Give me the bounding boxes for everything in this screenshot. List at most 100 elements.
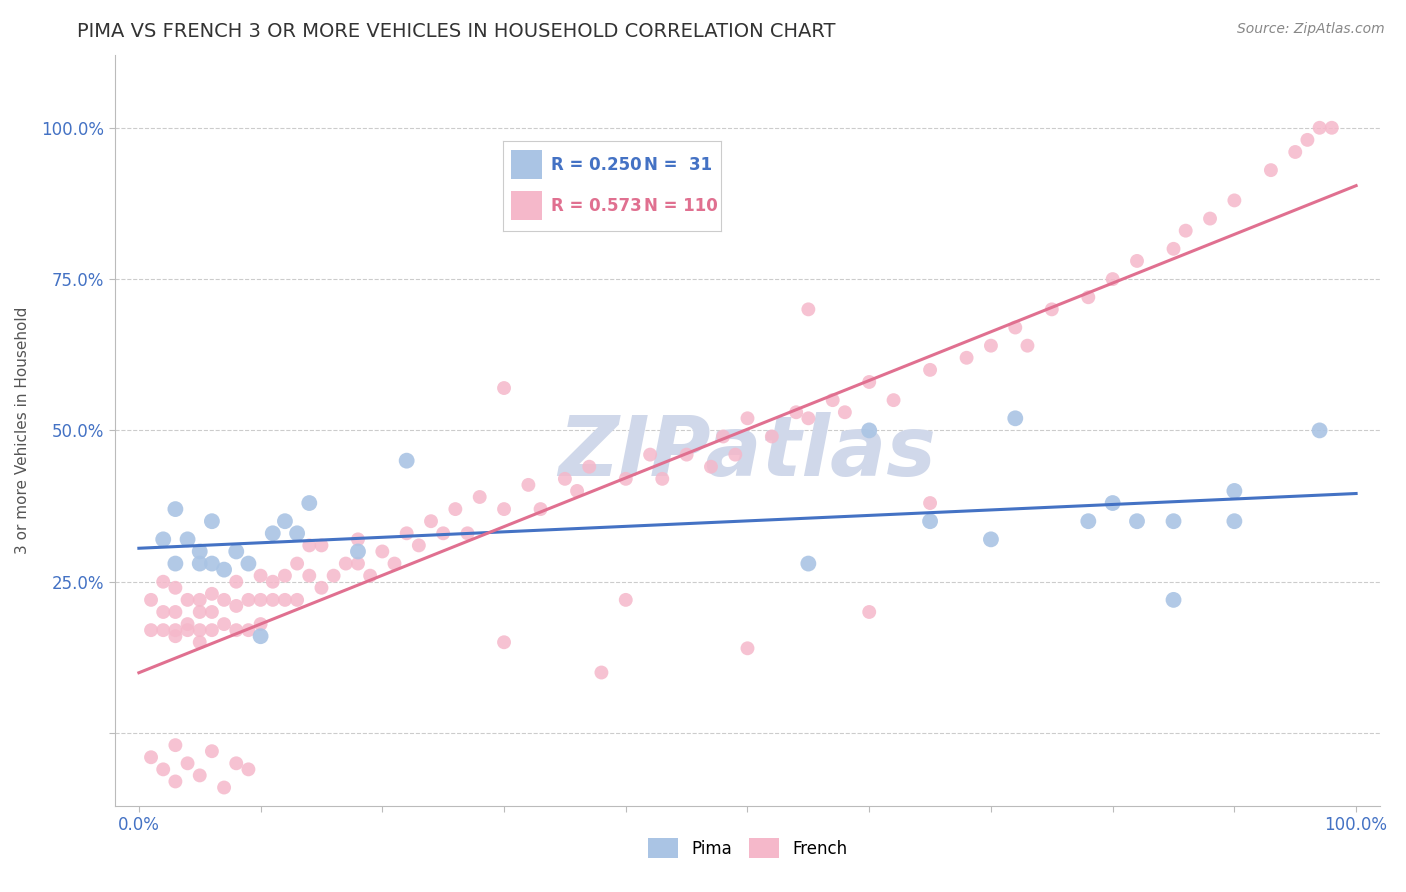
Point xyxy=(165,774,187,789)
Point xyxy=(1077,290,1099,304)
Point xyxy=(955,351,977,365)
Point xyxy=(249,568,271,582)
Point xyxy=(711,429,734,443)
Point xyxy=(139,593,162,607)
Point xyxy=(1163,593,1185,607)
Point xyxy=(188,557,211,571)
Point xyxy=(212,617,235,632)
Point xyxy=(347,557,370,571)
Point xyxy=(201,514,224,528)
Point xyxy=(468,490,491,504)
Point xyxy=(165,629,187,643)
Point xyxy=(1017,339,1039,353)
Point xyxy=(212,780,235,795)
Point xyxy=(651,472,673,486)
Point xyxy=(797,302,820,317)
Point xyxy=(359,568,381,582)
Point xyxy=(1163,514,1185,528)
Point xyxy=(821,393,844,408)
Text: ZIPatlas: ZIPatlas xyxy=(558,412,936,493)
Point xyxy=(176,623,198,637)
Point xyxy=(225,544,247,558)
Point xyxy=(737,411,759,425)
Point xyxy=(238,557,260,571)
Point xyxy=(212,593,235,607)
Point xyxy=(797,411,820,425)
Point xyxy=(1223,514,1246,528)
Point xyxy=(225,574,247,589)
Point xyxy=(311,581,333,595)
Point xyxy=(638,448,661,462)
Point xyxy=(920,496,942,510)
Point xyxy=(201,557,224,571)
Point xyxy=(188,635,211,649)
Point xyxy=(858,605,880,619)
Point xyxy=(578,459,600,474)
Point xyxy=(201,605,224,619)
Point xyxy=(1101,272,1123,286)
Point xyxy=(444,502,467,516)
Text: R = 0.250: R = 0.250 xyxy=(551,155,641,174)
Point xyxy=(614,593,637,607)
Point xyxy=(1223,194,1246,208)
Point xyxy=(517,478,540,492)
Text: PIMA VS FRENCH 3 OR MORE VEHICLES IN HOUSEHOLD CORRELATION CHART: PIMA VS FRENCH 3 OR MORE VEHICLES IN HOU… xyxy=(77,22,835,41)
Point xyxy=(152,605,174,619)
Point xyxy=(165,502,187,516)
Point xyxy=(322,568,344,582)
Point xyxy=(420,514,443,528)
Point xyxy=(700,459,723,474)
Point xyxy=(152,533,174,547)
Point xyxy=(761,429,783,443)
Point xyxy=(165,605,187,619)
Point xyxy=(298,568,321,582)
FancyBboxPatch shape xyxy=(512,192,541,220)
Legend: Pima, French: Pima, French xyxy=(641,831,853,865)
Point xyxy=(1004,320,1026,334)
Point xyxy=(311,538,333,552)
Text: N =  31: N = 31 xyxy=(644,155,713,174)
Text: N = 110: N = 110 xyxy=(644,196,718,215)
Point xyxy=(152,763,174,777)
Text: R = 0.573: R = 0.573 xyxy=(551,196,641,215)
Point xyxy=(262,526,284,541)
Point xyxy=(225,756,247,771)
Point xyxy=(1260,163,1282,178)
Point xyxy=(432,526,454,541)
Point xyxy=(274,593,297,607)
Point xyxy=(1163,242,1185,256)
Point xyxy=(920,363,942,377)
Point xyxy=(201,744,224,758)
Point xyxy=(1320,120,1343,135)
Point xyxy=(920,514,942,528)
Point xyxy=(492,635,515,649)
Point xyxy=(1040,302,1063,317)
Point xyxy=(238,593,260,607)
Point xyxy=(274,568,297,582)
Point xyxy=(212,563,235,577)
Point xyxy=(274,514,297,528)
Point xyxy=(408,538,430,552)
Point xyxy=(737,641,759,656)
Point xyxy=(347,533,370,547)
Point xyxy=(188,605,211,619)
Point xyxy=(347,544,370,558)
Point xyxy=(262,593,284,607)
Text: Source: ZipAtlas.com: Source: ZipAtlas.com xyxy=(1237,22,1385,37)
Y-axis label: 3 or more Vehicles in Household: 3 or more Vehicles in Household xyxy=(15,307,30,554)
Point xyxy=(201,587,224,601)
Point xyxy=(858,375,880,389)
Point xyxy=(591,665,613,680)
Point xyxy=(1199,211,1222,226)
Point xyxy=(285,526,308,541)
Point xyxy=(1077,514,1099,528)
Point xyxy=(176,617,198,632)
Point xyxy=(238,763,260,777)
Point xyxy=(554,472,576,486)
Point xyxy=(724,448,747,462)
Point xyxy=(139,750,162,764)
Point xyxy=(188,623,211,637)
Point xyxy=(225,623,247,637)
Point xyxy=(1101,496,1123,510)
Point xyxy=(614,472,637,486)
